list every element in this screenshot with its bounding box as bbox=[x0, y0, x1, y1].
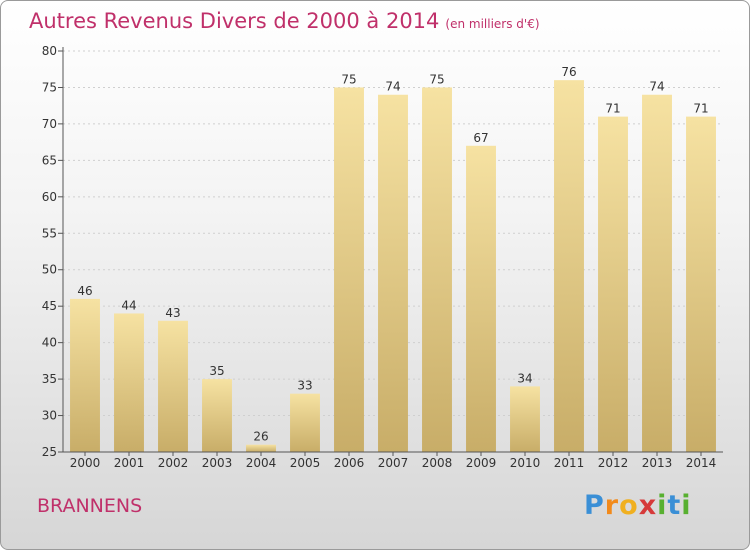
x-tick-label: 2007 bbox=[378, 456, 409, 470]
bar bbox=[246, 444, 276, 452]
bar bbox=[334, 87, 364, 453]
x-tick-label: 2005 bbox=[290, 456, 321, 470]
y-tick-label: 60 bbox=[42, 190, 57, 204]
bar bbox=[290, 393, 320, 452]
bar bbox=[554, 80, 584, 452]
bar bbox=[598, 116, 628, 453]
bar bbox=[202, 379, 232, 452]
bar-value-label: 71 bbox=[693, 102, 708, 116]
bar-value-label: 71 bbox=[605, 102, 620, 116]
x-tick-label: 2006 bbox=[334, 456, 365, 470]
x-tick-label: 2014 bbox=[686, 456, 717, 470]
x-tick-label: 2004 bbox=[246, 456, 277, 470]
y-tick-label: 35 bbox=[42, 372, 57, 386]
bar bbox=[510, 386, 540, 452]
x-tick-label: 2010 bbox=[510, 456, 541, 470]
y-tick-label: 55 bbox=[42, 226, 57, 240]
bar-value-label: 74 bbox=[385, 80, 400, 94]
bar-value-label: 35 bbox=[209, 364, 224, 378]
logo-letter: t bbox=[667, 490, 682, 521]
x-tick-label: 2002 bbox=[158, 456, 189, 470]
x-tick-label: 2011 bbox=[554, 456, 585, 470]
x-tick-label: 2000 bbox=[70, 456, 101, 470]
bar-value-label: 75 bbox=[341, 72, 356, 86]
bar-value-label: 46 bbox=[77, 284, 92, 298]
axes: 25 30 35 40 45 50 55 60 65 70 75 80 2000 2001 2002 2003… bbox=[42, 44, 723, 470]
x-tick-label: 2013 bbox=[642, 456, 673, 470]
bar-value-label: 44 bbox=[121, 298, 136, 312]
bar bbox=[422, 87, 452, 453]
chart-title-text: Autres Revenus Divers de 2000 à 2014 bbox=[29, 9, 440, 33]
y-tick-label: 30 bbox=[42, 409, 57, 423]
bar bbox=[686, 116, 716, 453]
logo-letter: i bbox=[681, 490, 692, 521]
y-tick-label: 65 bbox=[42, 153, 57, 167]
x-tick-label: 2003 bbox=[202, 456, 233, 470]
bar-value-label: 76 bbox=[561, 65, 576, 79]
bar-value-label: 43 bbox=[165, 306, 180, 320]
y-tick-label: 25 bbox=[42, 445, 57, 459]
x-tick-label: 2012 bbox=[598, 456, 629, 470]
bar-value-label: 67 bbox=[473, 131, 488, 145]
commune-name: BRANNENS bbox=[37, 495, 143, 517]
x-tick-label: 2008 bbox=[422, 456, 453, 470]
y-tick-label: 80 bbox=[42, 44, 57, 58]
bar-value-label: 34 bbox=[517, 371, 532, 385]
bar bbox=[378, 94, 408, 452]
chart-title: Autres Revenus Divers de 2000 à 2014 (en … bbox=[29, 9, 540, 33]
logo-letter: x bbox=[638, 490, 658, 521]
y-tick-label: 75 bbox=[42, 80, 57, 94]
y-tick-label: 45 bbox=[42, 299, 57, 313]
y-tick-label: 40 bbox=[42, 336, 57, 350]
bar bbox=[70, 298, 100, 452]
logo-letter: P bbox=[584, 490, 605, 521]
logo-letter: i bbox=[657, 490, 668, 521]
bars: 46 44 43 35 26 33 75 74 75 67 34 76 71 74 71 bbox=[70, 65, 716, 453]
bar-value-label: 75 bbox=[429, 72, 444, 86]
logo-letter: o bbox=[619, 490, 639, 521]
bar bbox=[114, 313, 144, 452]
bar-value-label: 26 bbox=[253, 430, 268, 444]
proxiti-logo: Proxiti bbox=[584, 490, 692, 521]
bar bbox=[642, 94, 672, 452]
bar bbox=[158, 320, 188, 452]
bar-value-label: 33 bbox=[297, 379, 312, 393]
bar bbox=[466, 145, 496, 453]
x-tick-label: 2009 bbox=[466, 456, 497, 470]
chart-subtitle: (en milliers d'€) bbox=[445, 17, 540, 31]
y-tick-label: 70 bbox=[42, 117, 57, 131]
bar-value-label: 74 bbox=[649, 80, 664, 94]
logo-letter: r bbox=[604, 490, 620, 521]
x-tick-label: 2001 bbox=[114, 456, 145, 470]
y-tick-label: 50 bbox=[42, 263, 57, 277]
